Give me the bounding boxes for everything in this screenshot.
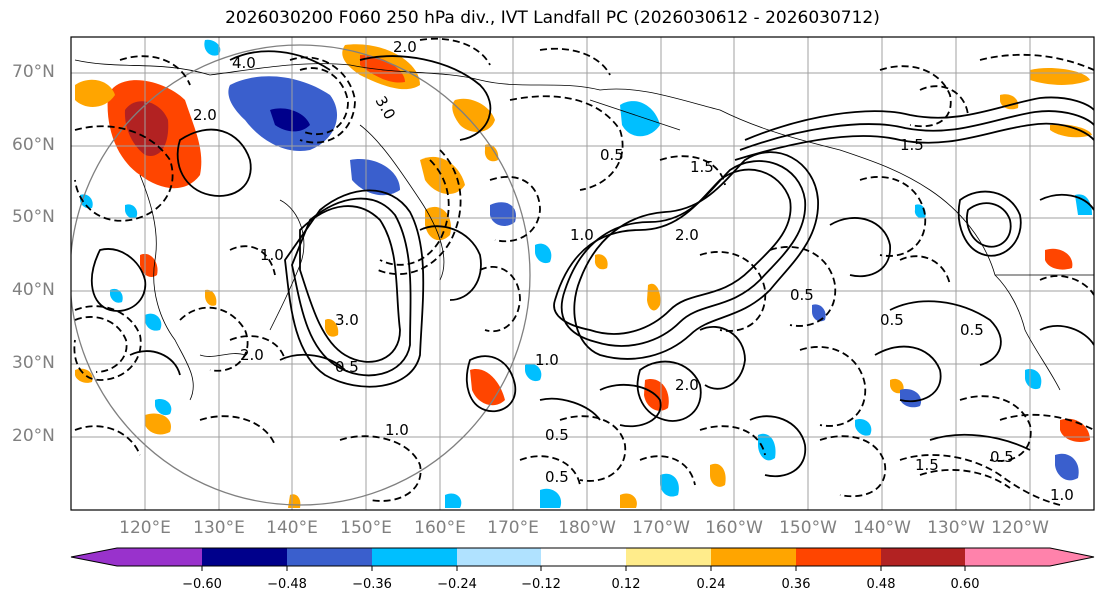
lon-label-140e: 140°E bbox=[266, 518, 318, 538]
contour-label: 0.5 bbox=[960, 321, 984, 339]
dashed-contours bbox=[73, 37, 1094, 506]
lat-label-50n: 50°N bbox=[12, 207, 55, 227]
contour-label: 2.0 bbox=[675, 226, 699, 244]
lat-label-40n: 40°N bbox=[12, 280, 55, 300]
lon-label-120w: 120°W bbox=[991, 518, 1049, 538]
contour-label: 0.5 bbox=[600, 146, 624, 164]
contour-label: 2.0 bbox=[240, 346, 264, 364]
solid-contours bbox=[91, 50, 1094, 478]
contour-label: 1.0 bbox=[570, 226, 594, 244]
contour-label: 2.0 bbox=[193, 106, 217, 124]
map-frame bbox=[70, 36, 1095, 511]
colorbar-tick-label: −0.36 bbox=[352, 577, 392, 592]
map-title: 2026030200 F060 250 hPa div., IVT Landfa… bbox=[225, 8, 880, 28]
colorbar-segment bbox=[202, 548, 287, 566]
colorbar-segment bbox=[117, 548, 202, 566]
lon-label-170w: 170°W bbox=[632, 518, 690, 538]
contour-label: 0.5 bbox=[790, 286, 814, 304]
colorbar-ticks bbox=[201, 566, 966, 571]
colorbar-segment bbox=[457, 548, 541, 566]
lon-label-150w: 150°W bbox=[779, 518, 837, 538]
lat-label-60n: 60°N bbox=[12, 135, 55, 155]
contour-label: 1.5 bbox=[915, 456, 939, 474]
contour-label: 0.5 bbox=[880, 311, 904, 329]
contour-label: 0.5 bbox=[990, 448, 1014, 466]
lon-label-160e: 160°E bbox=[414, 518, 466, 538]
contour-label: 0.5 bbox=[335, 358, 359, 376]
colorbar-tick-label: −0.48 bbox=[267, 577, 307, 592]
contour-label: 0.5 bbox=[545, 468, 569, 486]
colorbar-tick-label: 0.12 bbox=[611, 577, 641, 592]
contour-label: 4.0 bbox=[232, 54, 256, 72]
colorbar-segment bbox=[541, 548, 626, 566]
lat-label-20n: 20°N bbox=[12, 426, 55, 446]
colorbar-segment bbox=[287, 548, 372, 566]
contour-label: 1.5 bbox=[900, 136, 924, 154]
lon-label-150e: 150°E bbox=[340, 518, 392, 538]
colorbar-extend-min bbox=[71, 548, 117, 566]
negative-divergence-shading bbox=[80, 39, 1092, 508]
colorbar-outline bbox=[70, 547, 1095, 567]
colorbar-tick-label: 0.24 bbox=[696, 577, 726, 592]
lon-label-140w: 140°W bbox=[853, 518, 911, 538]
contour-label: 1.0 bbox=[1050, 486, 1074, 504]
colorbar-segment bbox=[796, 548, 881, 566]
contour-label: 1.0 bbox=[385, 421, 409, 439]
lon-label-180w: 180°W bbox=[558, 518, 616, 538]
lon-label-130e: 130°E bbox=[193, 518, 245, 538]
contour-label: 1.0 bbox=[260, 246, 284, 264]
colorbar-segment bbox=[626, 548, 711, 566]
contour-label: 3.0 bbox=[335, 311, 359, 329]
range-circle bbox=[71, 44, 531, 506]
contour-label: 0.5 bbox=[545, 426, 569, 444]
contour-label: 2.0 bbox=[675, 376, 699, 394]
colorbar-tick-label: −0.24 bbox=[437, 577, 477, 592]
colorbar-tick-label: 0.60 bbox=[950, 577, 980, 592]
colorbar-tick-label: −0.12 bbox=[521, 577, 561, 592]
contour-label: 1.0 bbox=[535, 351, 559, 369]
contour-label: 1.5 bbox=[690, 158, 714, 176]
lon-label-160w: 160°W bbox=[705, 518, 763, 538]
lat-label-70n: 70°N bbox=[12, 62, 55, 82]
lat-label-30n: 30°N bbox=[12, 353, 55, 373]
contour-labels: 2.0 3.0 4.0 2.0 1.0 0.5 1.5 2.0 3.0 2.0 … bbox=[193, 38, 1074, 504]
contour-label: 2.0 bbox=[393, 38, 417, 56]
colorbar-segments bbox=[71, 548, 1094, 566]
colorbar-extend-max bbox=[1050, 548, 1094, 566]
colorbar-segment bbox=[965, 548, 1050, 566]
lon-label-130w: 130°W bbox=[927, 518, 985, 538]
lon-label-170e: 170°E bbox=[487, 518, 539, 538]
colorbar-tick-label: 0.36 bbox=[781, 577, 811, 592]
colorbar-segment bbox=[372, 548, 457, 566]
colorbar-segment bbox=[711, 548, 796, 566]
colorbar-tick-label: −0.60 bbox=[182, 577, 222, 592]
colorbar-tick-label: 0.48 bbox=[866, 577, 896, 592]
colorbar-segment bbox=[881, 548, 965, 566]
lon-label-120e: 120°E bbox=[119, 518, 171, 538]
